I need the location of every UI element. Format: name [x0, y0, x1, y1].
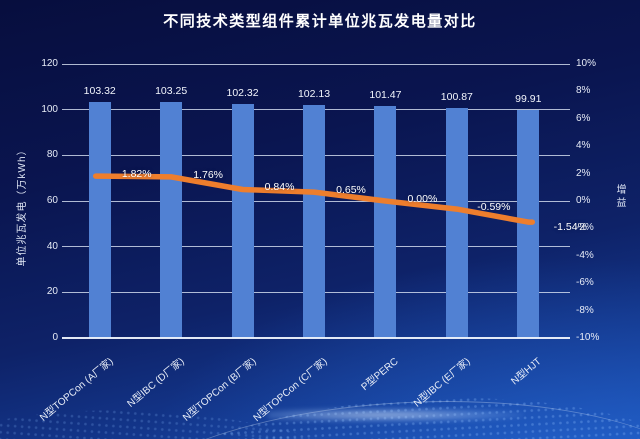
x-axis-line [62, 337, 570, 339]
y-axis-tick-right: 2% [576, 167, 591, 179]
y-axis-tick-right: 10% [576, 58, 597, 69]
y-axis-tick-right: -2% [576, 222, 594, 234]
y-axis-tick-left: 100 [41, 103, 58, 115]
line-value-label: -0.59% [477, 201, 511, 214]
bar-value-label: 103.32 [83, 85, 116, 98]
y-axis-tick-right: -10% [576, 332, 600, 343]
line-value-label: 0.84% [264, 181, 295, 194]
gridline [62, 63, 570, 65]
y-axis-tick-right: 6% [576, 112, 591, 124]
y-axis-tick-right: -8% [576, 304, 594, 316]
line-value-label: -1.54% [553, 221, 587, 234]
y-axis-tick-right: -6% [576, 277, 594, 289]
bar-value-label: 102.13 [297, 87, 331, 100]
y-axis-tick-left: 60 [46, 195, 58, 206]
line-value-label: 0.65% [336, 184, 366, 197]
light-streak-decoration [268, 408, 523, 422]
right-axis-title: 增益 [614, 184, 625, 210]
line-value-label: 1.76% [193, 168, 224, 181]
y-axis-tick-left: 20 [46, 286, 58, 298]
chart-title: 不同技术类型组件累计单位兆瓦发电量对比 [163, 13, 477, 30]
bar-value-label: 100.87 [440, 90, 473, 103]
line-value-label: 0.00% [407, 193, 438, 205]
y-axis-tick-right: -4% [576, 249, 594, 261]
y-axis-tick-left: 80 [46, 149, 58, 161]
bar [231, 104, 254, 338]
y-axis-tick-left: 120 [41, 58, 58, 69]
line-value-label: 1.82% [121, 168, 152, 181]
bar [517, 109, 540, 338]
bar [445, 107, 468, 338]
bar-value-label: 102.32 [226, 87, 259, 100]
bar-value-label: 101.47 [369, 89, 402, 102]
bar [374, 106, 397, 338]
bar [88, 102, 111, 338]
y-axis-tick-left: 40 [46, 240, 58, 252]
y-axis-tick-right: 8% [576, 85, 591, 97]
y-axis-tick-right: 4% [576, 140, 591, 152]
bar [160, 102, 183, 338]
bar [303, 104, 325, 338]
y-axis-tick-right: 0% [576, 195, 591, 206]
bar-value-label: 103.25 [155, 85, 188, 98]
y-axis-tick-left: 0 [52, 332, 58, 343]
bar-value-label: 99.91 [515, 92, 542, 105]
